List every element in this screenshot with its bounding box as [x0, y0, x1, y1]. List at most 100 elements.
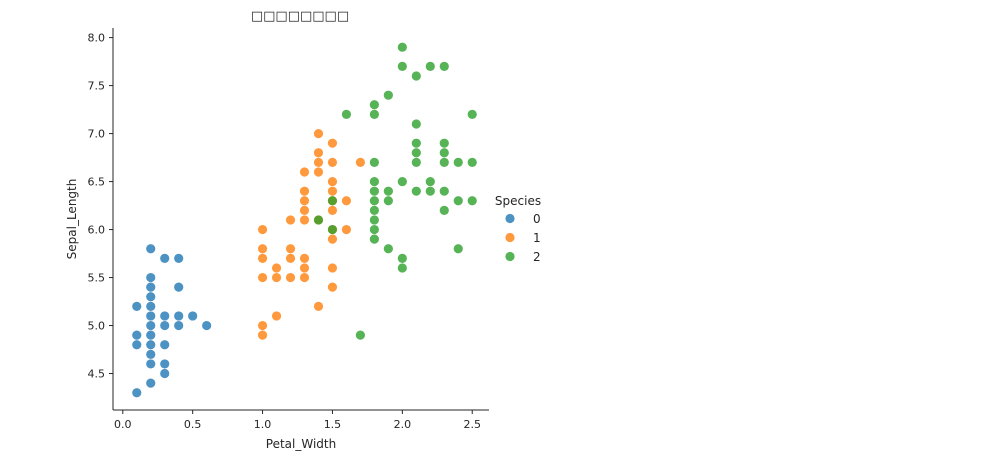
data-point-species-2 [397, 253, 407, 263]
data-point-species-2 [439, 186, 449, 196]
data-point-species-1 [341, 224, 352, 235]
data-point-species-2 [383, 196, 393, 206]
legend-marker-2 [505, 251, 515, 262]
data-point-species-1 [285, 272, 296, 283]
data-point-species-1 [285, 244, 296, 254]
x-tick-label: 0.0 [114, 418, 132, 431]
y-tick-label: 6.5 [88, 176, 106, 189]
data-point-species-0 [146, 292, 156, 302]
data-point-species-2 [425, 176, 435, 187]
data-point-species-2 [313, 215, 324, 225]
data-point-species-1 [327, 176, 338, 187]
data-point-species-2 [369, 186, 379, 196]
data-point-species-0 [174, 282, 184, 292]
data-point-species-2 [411, 71, 421, 81]
y-tick-label: 5.5 [88, 272, 106, 285]
data-point-species-2 [327, 196, 338, 206]
data-point-species-0 [160, 253, 170, 263]
data-point-species-1 [257, 224, 268, 235]
data-point-species-0 [132, 340, 142, 350]
legend-label-2: 2 [533, 250, 541, 264]
data-point-species-1 [299, 272, 310, 283]
data-point-species-1 [299, 263, 310, 273]
data-point-species-2 [369, 234, 379, 244]
x-tick-label: 1.0 [254, 418, 272, 431]
data-point-species-1 [257, 320, 268, 331]
legend-marker-1 [505, 232, 515, 243]
data-point-species-1 [327, 138, 338, 148]
data-point-species-1 [327, 157, 338, 167]
data-point-species-2 [439, 138, 449, 148]
data-point-species-1 [313, 167, 324, 177]
data-point-species-2 [383, 244, 393, 254]
x-tick-label: 2.5 [463, 418, 481, 431]
data-point-species-2 [425, 61, 435, 71]
y-axis-label: Sepal_Length [65, 179, 79, 260]
data-point-species-2 [453, 244, 463, 254]
data-point-species-0 [174, 311, 184, 321]
data-point-species-1 [299, 196, 310, 206]
data-point-species-0 [146, 320, 156, 331]
data-point-species-0 [146, 282, 156, 292]
data-point-species-2 [397, 176, 407, 187]
data-point-species-2 [439, 148, 449, 158]
data-point-species-1 [327, 263, 338, 273]
data-point-species-2 [369, 109, 379, 119]
y-tick-label: 7.0 [88, 128, 106, 141]
data-point-species-2 [397, 263, 407, 273]
data-point-species-2 [411, 148, 421, 158]
data-point-species-0 [188, 311, 198, 321]
data-point-species-2 [327, 224, 338, 235]
data-point-species-1 [327, 282, 338, 292]
data-point-species-1 [257, 244, 268, 254]
data-point-species-1 [271, 263, 282, 273]
data-point-species-1 [299, 186, 310, 196]
data-point-species-1 [257, 272, 268, 283]
data-point-species-2 [411, 157, 421, 167]
x-axis-label: Petal_Width [266, 437, 336, 451]
data-point-species-2 [411, 119, 421, 129]
data-point-species-2 [369, 176, 379, 187]
data-point-species-2 [467, 196, 477, 206]
data-point-species-1 [257, 253, 268, 263]
data-point-species-0 [174, 253, 184, 263]
data-point-species-0 [146, 330, 156, 340]
data-point-species-2 [369, 224, 379, 235]
chart-title: □□□□□□□□ [251, 9, 349, 24]
data-point-species-0 [146, 272, 156, 283]
data-point-species-0 [146, 359, 156, 369]
legend: Species 0 1 2 [495, 194, 541, 264]
data-point-species-1 [313, 148, 324, 158]
data-point-species-2 [355, 330, 366, 340]
data-point-species-1 [327, 234, 338, 244]
data-point-species-2 [453, 157, 463, 167]
data-point-species-2 [439, 157, 449, 167]
data-point-species-2 [383, 186, 393, 196]
data-point-species-0 [146, 378, 156, 388]
y-tick-label: 5.0 [88, 320, 106, 333]
legend-title: Species [495, 194, 541, 208]
data-point-species-0 [132, 330, 142, 340]
data-point-species-2 [411, 186, 421, 196]
data-point-species-0 [146, 349, 156, 359]
data-point-species-2 [369, 215, 379, 225]
data-point-species-1 [341, 196, 352, 206]
data-point-species-2 [341, 109, 352, 119]
data-point-species-0 [160, 359, 170, 369]
data-point-species-2 [369, 157, 379, 167]
data-point-species-1 [299, 167, 310, 177]
data-point-species-0 [174, 320, 184, 331]
data-point-species-1 [257, 330, 268, 340]
data-point-species-0 [146, 311, 156, 321]
data-point-species-2 [467, 109, 477, 119]
data-point-species-2 [425, 186, 435, 196]
data-point-species-1 [327, 186, 338, 196]
y-tick-label: 4.5 [88, 368, 106, 381]
data-point-species-0 [146, 244, 156, 254]
data-point-species-2 [411, 138, 421, 148]
data-point-species-1 [355, 157, 366, 167]
data-point-species-0 [146, 301, 156, 311]
data-point-species-0 [160, 368, 170, 379]
data-point-species-1 [313, 128, 324, 139]
legend-marker-0 [505, 213, 515, 224]
